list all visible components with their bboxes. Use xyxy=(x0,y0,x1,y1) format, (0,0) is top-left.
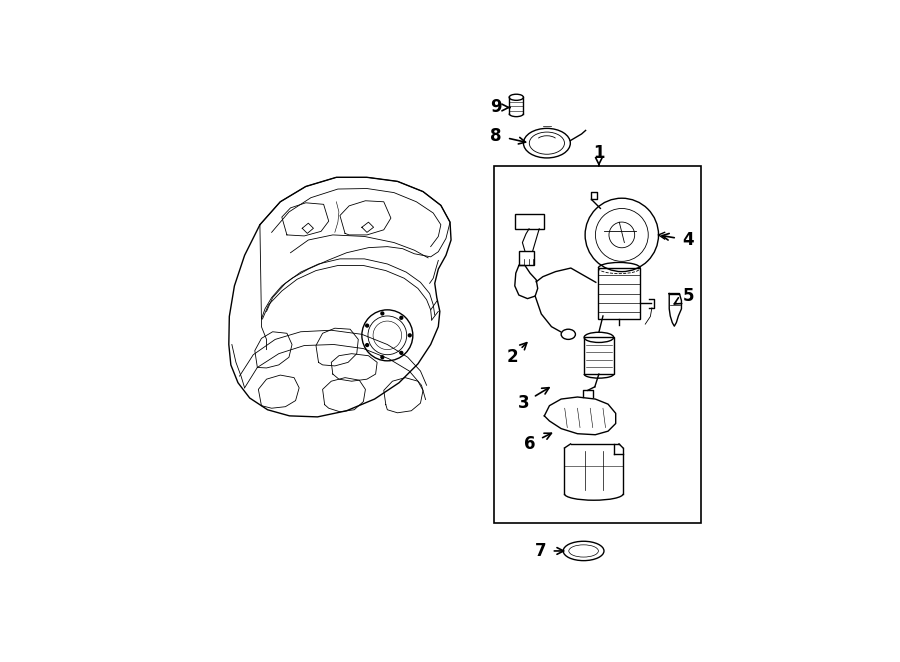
Text: 1: 1 xyxy=(593,144,605,162)
Text: 9: 9 xyxy=(491,99,501,117)
Circle shape xyxy=(365,344,369,346)
Text: 3: 3 xyxy=(518,394,529,412)
Text: 7: 7 xyxy=(535,542,546,560)
Circle shape xyxy=(400,316,402,319)
Text: 4: 4 xyxy=(682,231,694,249)
Bar xyxy=(494,166,701,523)
Circle shape xyxy=(409,334,411,337)
Bar xyxy=(584,338,614,374)
Bar xyxy=(598,268,640,319)
Circle shape xyxy=(400,352,402,354)
Text: 5: 5 xyxy=(682,287,694,305)
Text: 2: 2 xyxy=(507,348,518,366)
Text: 6: 6 xyxy=(525,435,535,453)
Bar xyxy=(515,214,544,229)
Text: 8: 8 xyxy=(491,126,501,144)
Circle shape xyxy=(365,324,369,327)
Circle shape xyxy=(381,312,383,315)
Circle shape xyxy=(381,355,383,359)
Bar xyxy=(519,251,534,265)
